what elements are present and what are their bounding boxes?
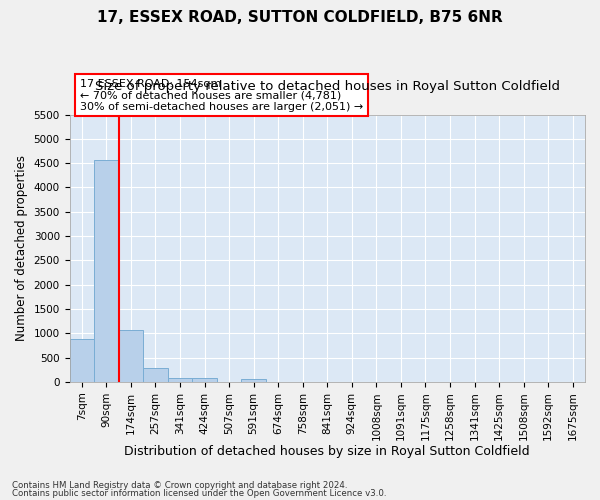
Bar (168, 378, 192, 382)
Bar (241, 379, 266, 382)
Text: 17, ESSEX ROAD, SUTTON COLDFIELD, B75 6NR: 17, ESSEX ROAD, SUTTON COLDFIELD, B75 6N… (97, 10, 503, 25)
Bar (192, 378, 217, 382)
Bar (143, 368, 168, 382)
Text: Contains HM Land Registry data © Crown copyright and database right 2024.: Contains HM Land Registry data © Crown c… (12, 481, 347, 490)
Bar (70, 339, 94, 382)
Bar (119, 330, 143, 382)
Text: 17 ESSEX ROAD: 154sqm
← 70% of detached houses are smaller (4,781)
30% of semi-d: 17 ESSEX ROAD: 154sqm ← 70% of detached … (80, 78, 363, 112)
Title: Size of property relative to detached houses in Royal Sutton Coldfield: Size of property relative to detached ho… (95, 80, 560, 92)
Y-axis label: Number of detached properties: Number of detached properties (15, 155, 28, 341)
Bar (94, 160, 119, 382)
Text: Contains public sector information licensed under the Open Government Licence v3: Contains public sector information licen… (12, 488, 386, 498)
X-axis label: Distribution of detached houses by size in Royal Sutton Coldfield: Distribution of detached houses by size … (124, 444, 530, 458)
